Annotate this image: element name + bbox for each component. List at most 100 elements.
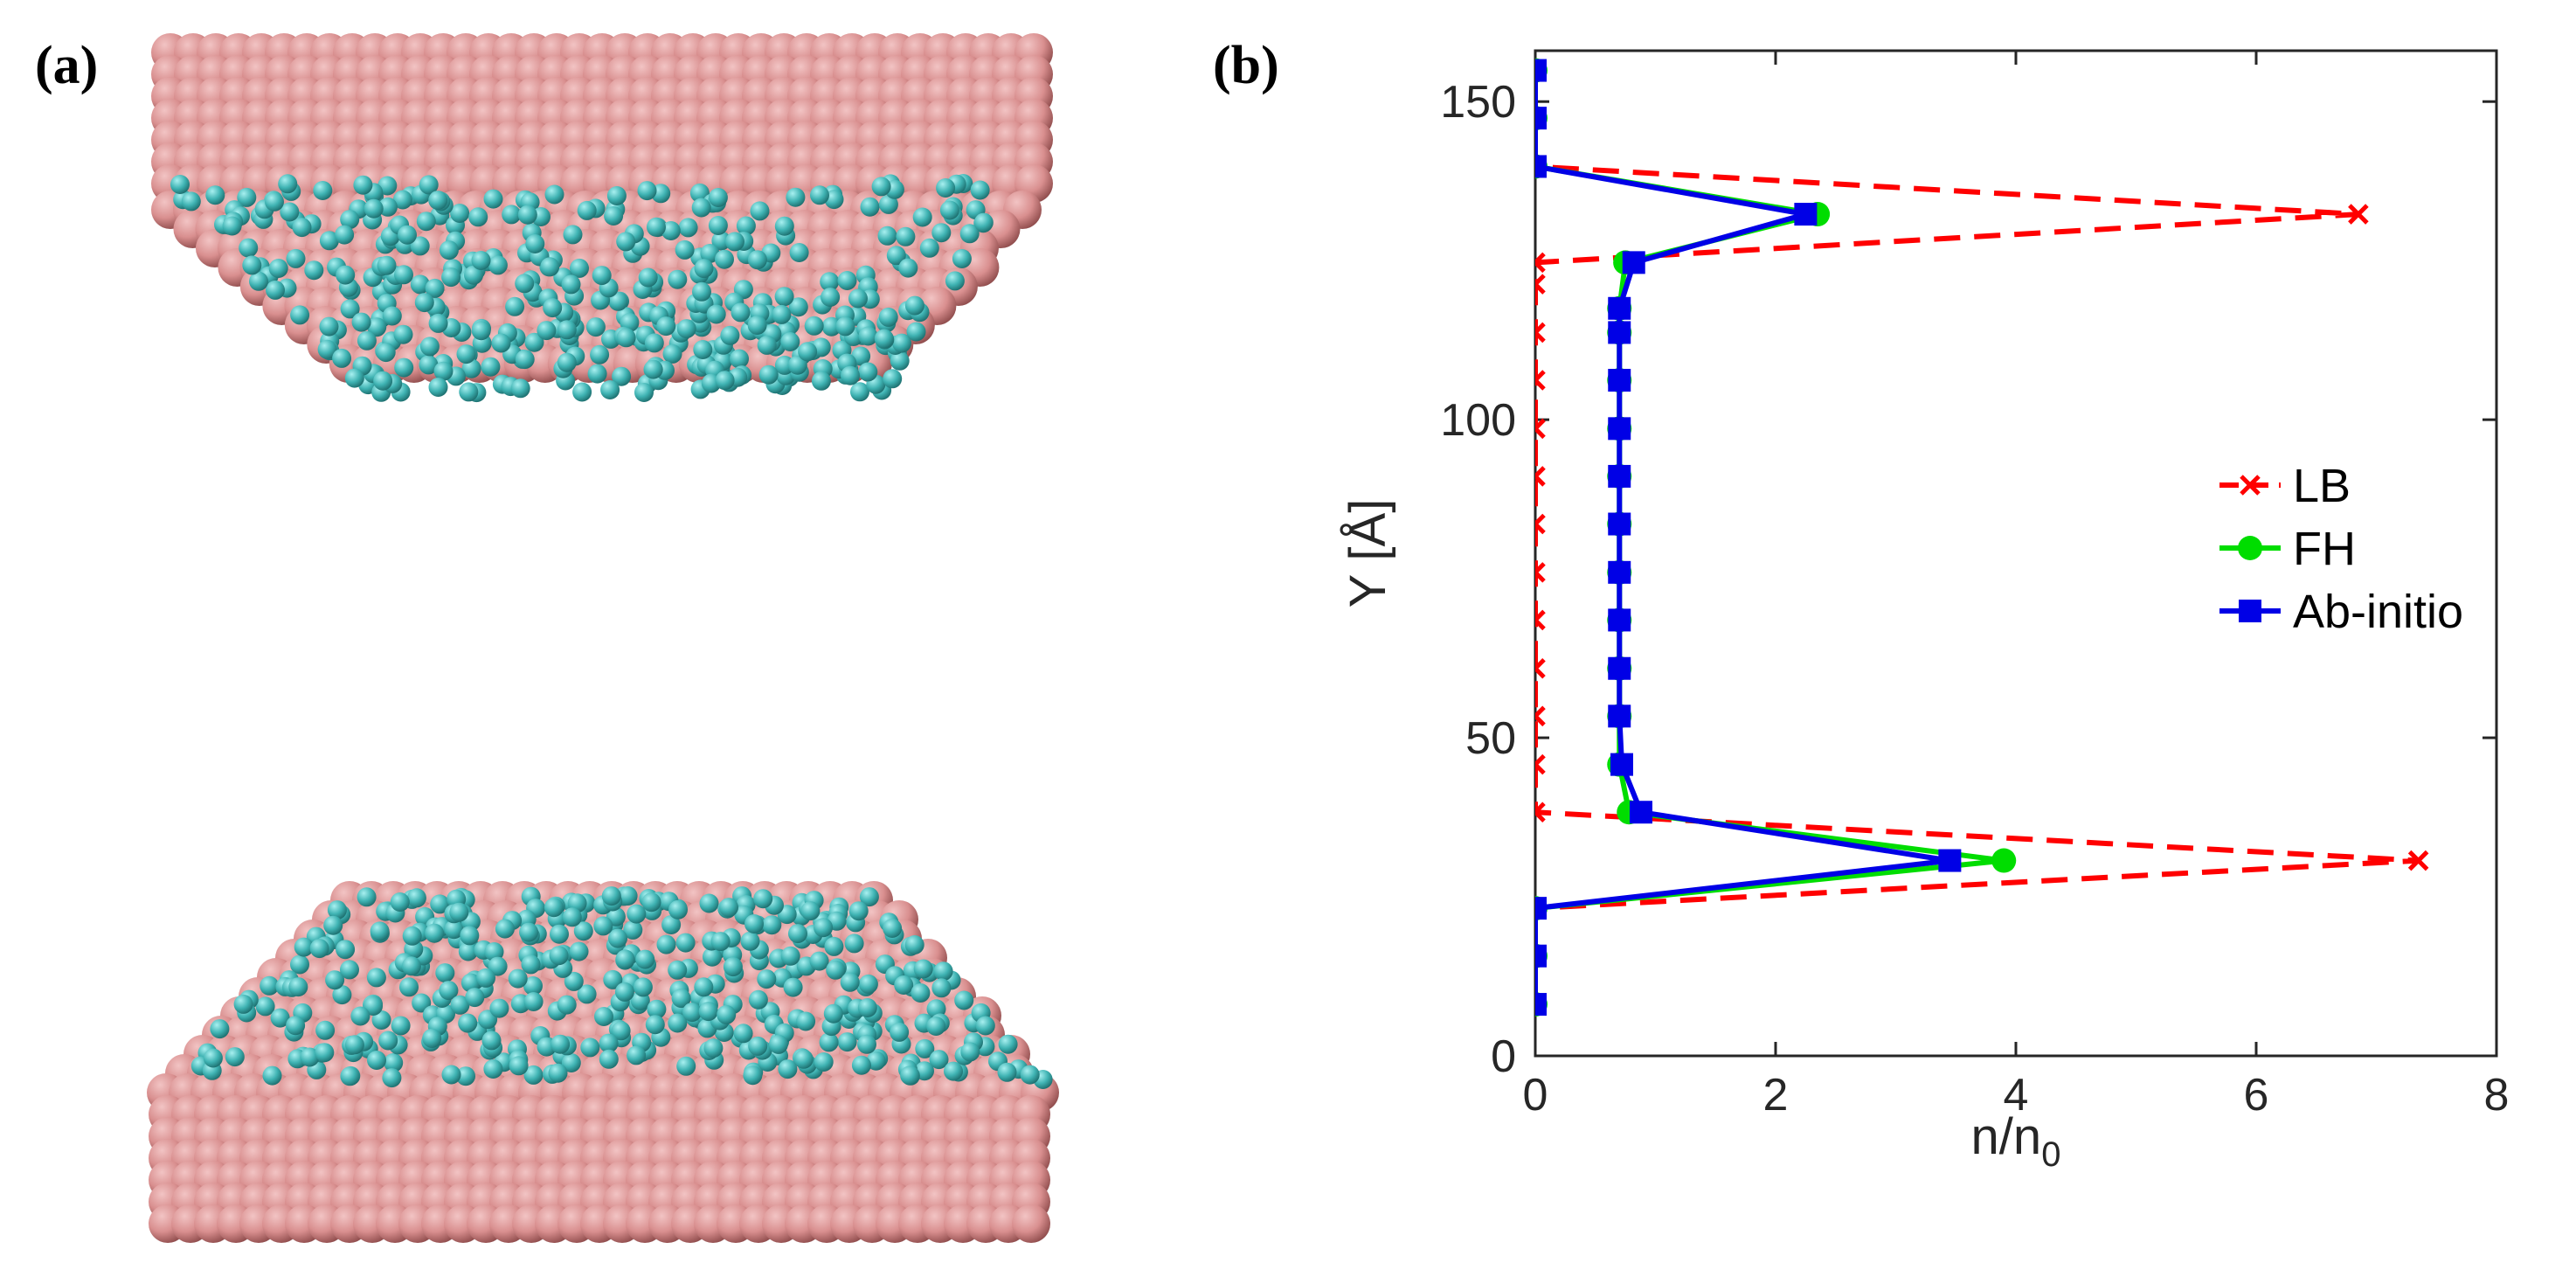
adatom	[694, 977, 714, 997]
adatom	[719, 898, 738, 918]
adatom	[747, 250, 767, 270]
adatom	[505, 296, 525, 316]
adatom	[249, 271, 268, 291]
adatom	[481, 357, 501, 377]
data-point-fh	[1991, 848, 2017, 873]
series-line-ab-initio	[1535, 70, 1953, 1004]
adatom	[508, 968, 528, 989]
legend-item-ab-initio: Ab-initio	[2219, 586, 2463, 638]
adatom	[616, 232, 636, 252]
y-tick-label: 0	[1491, 1031, 1516, 1082]
adatom	[456, 1066, 475, 1086]
adatom	[700, 244, 720, 263]
adatom	[290, 954, 309, 975]
adatom	[544, 184, 564, 205]
adatom	[798, 342, 818, 362]
adatom	[537, 321, 557, 341]
adatom	[548, 1063, 568, 1083]
adatom	[952, 249, 972, 268]
data-point-lb	[1535, 802, 1546, 823]
adatom	[170, 175, 190, 194]
adatom	[717, 1004, 737, 1024]
adatom	[523, 1065, 544, 1085]
adatom	[857, 1034, 876, 1054]
adatom	[525, 234, 545, 253]
adatom	[848, 288, 868, 309]
adatom	[703, 947, 722, 967]
adatom	[210, 1019, 230, 1039]
adatom	[706, 304, 726, 324]
adatom	[757, 969, 777, 989]
adatom	[725, 232, 744, 252]
adatom	[353, 175, 373, 195]
adatom	[608, 291, 628, 311]
data-point-ab-initio	[1608, 369, 1631, 392]
adatom	[394, 265, 413, 285]
adatom	[458, 941, 478, 961]
adatom	[733, 1024, 753, 1044]
adatom	[523, 976, 543, 996]
data-point-ab-initio	[1794, 203, 1818, 226]
adatom	[382, 1068, 402, 1088]
panel-b-label: (b)	[1213, 36, 1279, 95]
adatom	[774, 287, 794, 307]
adatom	[393, 324, 413, 344]
adatom	[366, 968, 386, 988]
adatom	[364, 198, 384, 219]
adatom	[336, 940, 356, 960]
adatom	[294, 937, 314, 957]
adatom	[606, 186, 627, 205]
adatom	[384, 1052, 404, 1072]
data-point-lb	[1535, 252, 1546, 274]
adatom	[757, 335, 777, 355]
adatom	[874, 329, 894, 349]
adatom	[715, 371, 735, 391]
adatom	[313, 181, 333, 200]
adatom	[410, 274, 430, 295]
adatom	[915, 1038, 935, 1058]
adatom	[317, 339, 337, 359]
data-point-ab-initio	[1535, 59, 1547, 82]
adatom	[614, 982, 634, 1002]
adatom	[710, 932, 731, 952]
adatom	[562, 907, 582, 927]
adatom	[793, 1049, 814, 1069]
adatom	[476, 968, 495, 988]
adatom	[676, 1056, 696, 1076]
adatom	[656, 316, 676, 337]
adatom	[484, 942, 504, 961]
adatom	[809, 951, 829, 971]
adatom	[461, 358, 481, 378]
adatom	[344, 1035, 364, 1055]
adatom	[570, 258, 589, 278]
adatom	[439, 981, 459, 1001]
y-tick-label: 150	[1440, 77, 1516, 128]
adatom	[731, 302, 751, 323]
adatom	[708, 188, 728, 207]
adatom	[435, 963, 455, 983]
adatom	[692, 281, 711, 302]
adatom	[268, 259, 288, 278]
adatom	[488, 956, 508, 976]
adatom	[430, 894, 450, 914]
adatom	[350, 1006, 370, 1026]
adatom	[944, 1061, 963, 1081]
adatom	[510, 378, 530, 399]
adatom	[819, 1032, 839, 1052]
adatom	[551, 1034, 571, 1054]
adatom	[740, 931, 760, 951]
data-point-ab-initio	[1608, 464, 1631, 488]
adatom	[557, 995, 577, 1015]
adatom	[449, 902, 469, 922]
adatom	[668, 899, 688, 920]
adatom	[945, 271, 965, 291]
adatom	[377, 197, 398, 217]
adatom	[858, 974, 878, 994]
adatom	[929, 1050, 949, 1070]
adatom	[662, 344, 682, 364]
adatom	[471, 251, 491, 270]
adatom	[428, 313, 448, 333]
adatom	[340, 299, 360, 319]
data-point-lb	[2348, 204, 2369, 225]
data-point-ab-initio	[1608, 704, 1631, 728]
